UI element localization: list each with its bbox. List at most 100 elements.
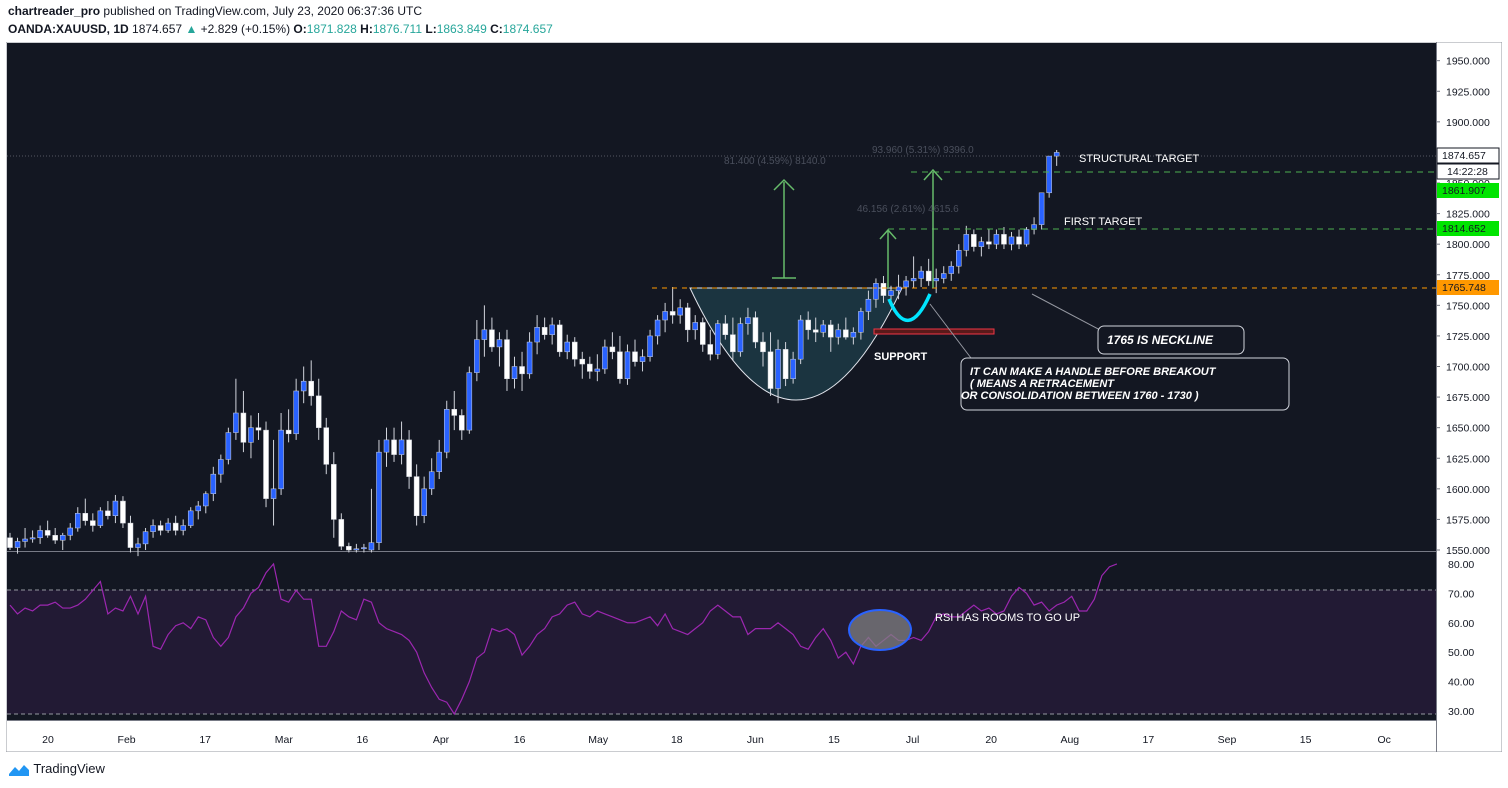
time-tick-label: 20	[985, 734, 997, 746]
candle	[353, 543, 360, 553]
time-axis[interactable]: 20 Feb 17 Mar 16 Apr 16 May 18 Jun 15 Jul 20 Aug 17 Sep…	[42, 734, 1391, 746]
candle	[511, 356, 518, 389]
handle-callout-pointer	[929, 303, 975, 363]
candle	[925, 258, 932, 286]
candle	[285, 409, 292, 443]
candle	[391, 427, 397, 462]
author-name[interactable]: chartreader_pro	[8, 4, 101, 18]
candle	[67, 523, 73, 541]
first-target-label: FIRST TARGET	[1064, 216, 1143, 228]
candle	[782, 342, 789, 387]
candle	[150, 519, 156, 538]
low-value: 1863.849	[436, 22, 487, 36]
candle	[956, 244, 962, 274]
candle	[1038, 192, 1045, 230]
high-label: H:	[360, 22, 373, 36]
open-label: O:	[293, 22, 307, 36]
rsi-tick-label: 60.00	[1448, 618, 1474, 630]
symbol-label[interactable]: OANDA:XAUUSD, 1D	[8, 22, 129, 36]
candle	[797, 315, 804, 365]
candle	[835, 323, 842, 345]
candle	[760, 332, 766, 367]
candle	[880, 275, 887, 303]
open-value: 1871.828	[306, 22, 357, 36]
candle	[331, 452, 337, 538]
rsi-highlight-ellipse[interactable]	[848, 609, 912, 651]
price-tick-label: 1700.000	[1446, 362, 1490, 374]
candle	[745, 307, 751, 335]
candle	[1023, 227, 1030, 247]
candle	[75, 507, 81, 532]
price-tick-label: 1650.000	[1446, 423, 1490, 435]
candle	[346, 542, 352, 553]
candle	[549, 317, 555, 345]
price-badges: 1874.657 14:22:28 1861.907 1814.652 1765…	[1436, 147, 1500, 295]
candle	[210, 466, 217, 502]
rsi-band	[7, 590, 1436, 714]
chart-area[interactable]: 81.400 (4.59%) 8140.0 93.960 (5.31%) 939…	[6, 42, 1502, 752]
rsi-line	[9, 562, 1118, 716]
candle	[1001, 227, 1007, 250]
time-tick-label: 16	[514, 734, 526, 746]
candle	[361, 543, 367, 553]
handle-callout[interactable]	[960, 357, 1290, 411]
candle	[556, 320, 563, 357]
rsi-tick-label: 50.00	[1448, 647, 1474, 659]
price-tick-label: 1625.000	[1446, 453, 1490, 465]
candle	[451, 390, 458, 431]
time-tick-label: 16	[357, 734, 369, 746]
candle	[142, 527, 149, 550]
candle	[59, 532, 66, 550]
candle	[127, 515, 134, 553]
candle	[120, 496, 126, 528]
candle	[52, 527, 58, 544]
candle	[1008, 231, 1015, 251]
ohlc-legend: OANDA:XAUUSD, 1D 1874.657 ▲ +2.829 (+0.1…	[8, 22, 553, 36]
time-tick-label: Apr	[433, 734, 450, 746]
neckline-callout[interactable]	[1097, 325, 1245, 355]
candle	[579, 351, 586, 379]
candle	[519, 351, 525, 391]
price-tick-label: 1600.000	[1446, 484, 1490, 496]
candle	[639, 349, 646, 372]
candle	[157, 520, 164, 536]
candle	[895, 274, 902, 300]
candle	[270, 439, 277, 526]
rsi-note: RSI HAS ROOMS TO GO UP	[935, 612, 1080, 624]
candle	[647, 329, 653, 362]
last-price-badge-text: 1874.657	[1442, 150, 1486, 162]
candle	[105, 501, 111, 520]
candle	[172, 515, 179, 536]
candle	[541, 317, 548, 340]
price-tick-label: 1725.000	[1446, 331, 1490, 343]
price-tick-label: 1925.000	[1446, 86, 1490, 98]
candle	[654, 315, 661, 345]
change-value: +2.829 (+0.15%)	[200, 22, 291, 36]
price-tick-label: 1950.000	[1446, 56, 1490, 68]
candle	[715, 320, 721, 360]
time-tick-label: Feb	[118, 734, 136, 746]
candle	[14, 537, 21, 554]
tradingview-logo[interactable]: TradingView	[8, 761, 105, 777]
candle	[805, 311, 811, 340]
candle	[278, 412, 284, 495]
candle	[436, 439, 442, 480]
candle	[843, 317, 849, 340]
measure-arrow-structural[interactable]	[923, 168, 943, 288]
support-zone[interactable]	[873, 328, 995, 335]
candle	[873, 278, 879, 308]
price-tick-label: 1550.000	[1446, 545, 1490, 557]
rsi-axis[interactable]: 80.00 70.00 60.00 50.00 40.00 30.00	[1448, 559, 1474, 718]
measure-arrow-cup[interactable]	[772, 178, 796, 279]
candle	[858, 307, 864, 340]
measure-arrow-first[interactable]	[879, 228, 897, 288]
candle	[481, 305, 488, 357]
high-value: 1876.711	[372, 22, 423, 36]
candle	[948, 261, 954, 281]
publish-line: chartreader_pro published on TradingView…	[8, 4, 422, 18]
candle	[29, 530, 36, 543]
candle	[428, 458, 435, 495]
candle	[978, 236, 985, 257]
brand-name: TradingView	[33, 761, 105, 776]
handle-callout-line-2: ( MEANS A RETRACEMENT	[970, 378, 1115, 390]
